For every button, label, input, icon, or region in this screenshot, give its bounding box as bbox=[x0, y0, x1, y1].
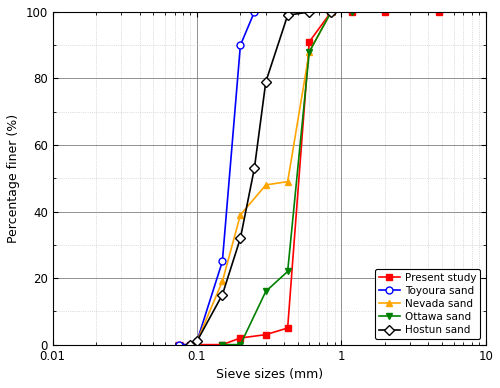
Hostun sand bbox=[220, 293, 226, 297]
Nevada sand bbox=[194, 339, 200, 344]
Present study bbox=[382, 10, 388, 14]
Nevada sand bbox=[188, 342, 194, 347]
Ottawa sand bbox=[284, 269, 290, 274]
Nevada sand bbox=[220, 279, 226, 284]
Ottawa sand bbox=[263, 289, 269, 294]
Hostun sand bbox=[194, 339, 200, 344]
Hostun sand bbox=[252, 166, 258, 171]
Ottawa sand bbox=[348, 10, 354, 14]
Nevada sand bbox=[284, 179, 290, 184]
Ottawa sand bbox=[220, 342, 226, 347]
Line: Ottawa sand: Ottawa sand bbox=[219, 9, 355, 348]
Line: Present study: Present study bbox=[176, 9, 442, 348]
X-axis label: Sieve sizes (mm): Sieve sizes (mm) bbox=[216, 368, 322, 381]
Present study bbox=[284, 326, 290, 330]
Present study bbox=[306, 40, 312, 44]
Hostun sand bbox=[284, 13, 290, 17]
Ottawa sand bbox=[238, 342, 244, 347]
Toyoura sand bbox=[238, 43, 244, 48]
Present study bbox=[188, 342, 194, 347]
Legend: Present study, Toyoura sand, Nevada sand, Ottawa sand, Hostun sand: Present study, Toyoura sand, Nevada sand… bbox=[374, 268, 480, 340]
Nevada sand bbox=[328, 10, 334, 14]
Present study bbox=[328, 10, 334, 14]
Nevada sand bbox=[238, 213, 244, 217]
Nevada sand bbox=[306, 50, 312, 54]
Line: Nevada sand: Nevada sand bbox=[187, 9, 334, 348]
Toyoura sand bbox=[188, 342, 194, 347]
Present study bbox=[176, 342, 182, 347]
Present study bbox=[436, 10, 442, 14]
Toyoura sand bbox=[220, 259, 226, 264]
Ottawa sand bbox=[306, 50, 312, 54]
Ottawa sand bbox=[328, 10, 334, 14]
Present study bbox=[263, 333, 269, 337]
Line: Toyoura sand: Toyoura sand bbox=[176, 9, 258, 348]
Toyoura sand bbox=[252, 10, 258, 14]
Toyoura sand bbox=[176, 342, 182, 347]
Hostun sand bbox=[306, 10, 312, 14]
Present study bbox=[220, 342, 226, 347]
Hostun sand bbox=[328, 10, 334, 14]
Present study bbox=[348, 10, 354, 14]
Hostun sand bbox=[188, 342, 194, 347]
Nevada sand bbox=[263, 183, 269, 187]
Present study bbox=[238, 336, 244, 340]
Toyoura sand bbox=[194, 339, 200, 344]
Y-axis label: Percentage finer (%): Percentage finer (%) bbox=[7, 114, 20, 243]
Hostun sand bbox=[263, 80, 269, 84]
Line: Hostun sand: Hostun sand bbox=[187, 9, 334, 348]
Hostun sand bbox=[238, 236, 244, 241]
